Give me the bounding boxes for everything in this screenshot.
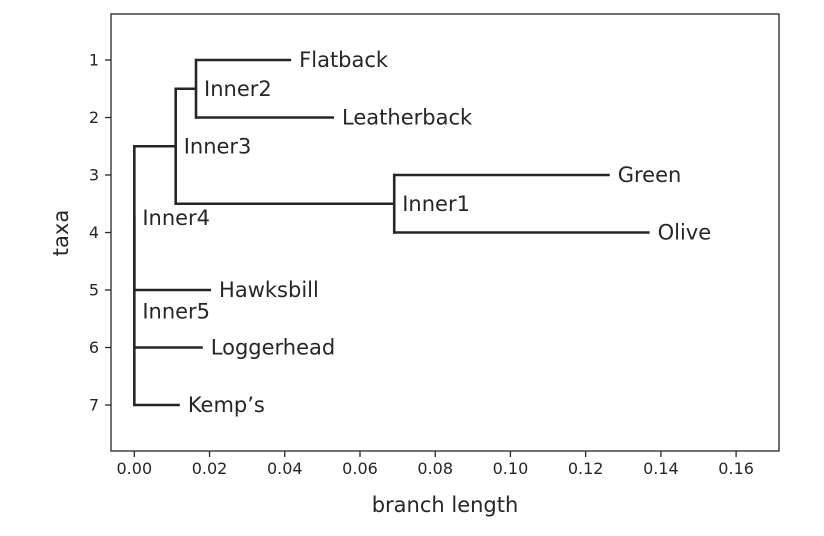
- node-label-inner4: Inner4: [142, 206, 210, 230]
- x-tick-label: 0.02: [192, 459, 228, 478]
- x-tick-label: 0.06: [342, 459, 378, 478]
- x-tick-label: 0.12: [568, 459, 604, 478]
- x-tick-label: 0.00: [117, 459, 153, 478]
- node-label-olive: Olive: [658, 221, 712, 245]
- x-tick-label: 0.04: [267, 459, 303, 478]
- node-label-inner1: Inner1: [402, 192, 470, 216]
- y-tick-label: 4: [89, 223, 99, 242]
- x-tick-label: 0.14: [643, 459, 679, 478]
- node-label-inner2: Inner2: [204, 77, 272, 101]
- y-tick-label: 1: [89, 51, 99, 70]
- node-label-kemps: Kemp’s: [188, 393, 265, 417]
- node-label-inner5: Inner5: [142, 300, 210, 324]
- y-tick-label: 7: [89, 396, 99, 415]
- tree-branches: [133, 58, 650, 407]
- y-axis-ticks: 1 2 3 4 5 6 7: [89, 51, 111, 415]
- node-label-leatherback: Leatherback: [342, 106, 473, 130]
- x-axis-ticks: 0.00 0.02 0.04 0.06 0.08 0.10 0.12 0.14 0.16: [117, 451, 754, 478]
- node-label-loggerhead: Loggerhead: [211, 336, 335, 360]
- node-label-inner3: Inner3: [184, 134, 252, 158]
- y-tick-label: 2: [89, 108, 99, 127]
- x-tick-label: 0.08: [417, 459, 453, 478]
- node-labels: Inner5 Inner4 Inner3 Inner2 Flatback Leatherb…: [142, 48, 711, 417]
- y-tick-label: 5: [89, 281, 99, 300]
- y-tick-label: 3: [89, 166, 99, 185]
- y-axis-title: taxa: [49, 210, 73, 256]
- node-label-hawksbill: Hawksbill: [219, 278, 319, 302]
- x-tick-label: 0.10: [493, 459, 529, 478]
- x-tick-label: 0.16: [718, 459, 754, 478]
- node-label-green: Green: [618, 163, 682, 187]
- x-axis-title: branch length: [372, 493, 519, 517]
- node-label-flatback: Flatback: [299, 48, 389, 72]
- y-tick-label: 6: [89, 338, 99, 357]
